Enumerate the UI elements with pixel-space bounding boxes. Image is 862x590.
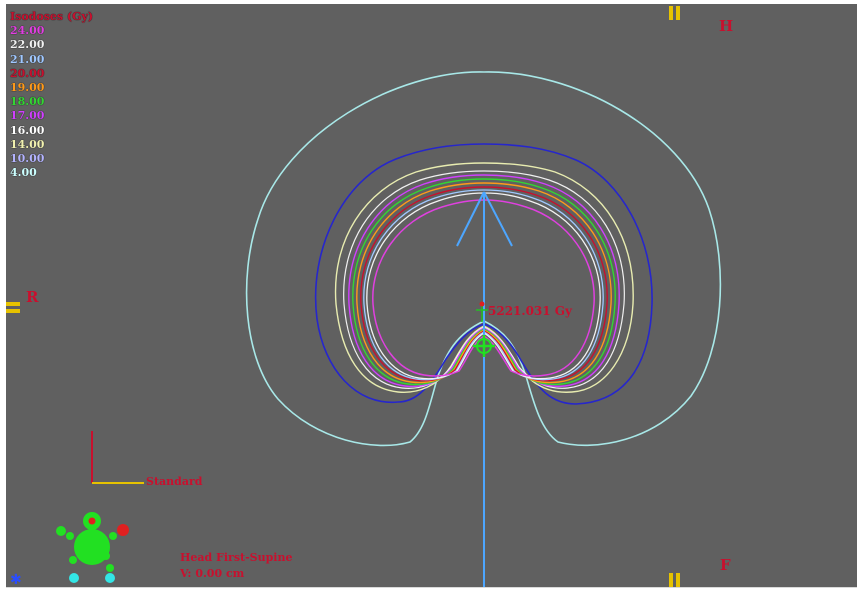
beam-arrow-left — [456, 191, 485, 247]
legend-item: 22.00 — [10, 38, 45, 52]
patient-mannequin-icon — [56, 512, 129, 583]
bottom-marker-icon — [669, 573, 680, 587]
legend-item: 10.00 — [10, 152, 45, 166]
isodose-legend: Isodoses (Gy) 24.00 22.00 21.00 20.00 19.00 1… — [10, 10, 93, 180]
isodose-line-14 — [334, 162, 634, 393]
left-marker-icon — [6, 302, 20, 313]
isodose-line-4 — [245, 71, 722, 447]
orientation-feet-label: F — [720, 556, 731, 574]
beam-arrow-right — [483, 191, 513, 247]
v-offset-label: V: 0.00 cm — [180, 567, 245, 580]
legend-item: 19.00 — [10, 81, 45, 95]
isocenter-crosshair-icon[interactable] — [473, 335, 495, 357]
axes-standard-label: Standard — [146, 475, 203, 488]
isodose-line-18 — [352, 178, 616, 386]
legend-item: 14.00 — [10, 137, 45, 151]
legend-item: 20.00 — [10, 66, 45, 80]
legend-item: 21.00 — [10, 52, 45, 66]
legend-item: 16.00 — [10, 123, 45, 137]
isodose-line-20 — [360, 186, 608, 382]
dose-point-label: 5221.031 Gy — [488, 304, 573, 318]
isodose-line-17 — [348, 174, 620, 388]
orientation-right-label: R — [26, 288, 39, 306]
blue-asterisk-icon: ✱ — [10, 572, 22, 587]
isodose-line-10 — [314, 143, 653, 405]
patient-position-label: Head First-Supine — [180, 551, 293, 564]
legend-item: 4.00 — [10, 166, 37, 180]
isodose-line-19 — [356, 182, 612, 384]
orientation-head-label: H — [719, 17, 734, 35]
legend-title: Isodoses (Gy) — [10, 10, 94, 23]
legend-item: 17.00 — [10, 109, 45, 123]
dose-point-dot[interactable] — [479, 301, 485, 307]
legend-item: 24.00 — [10, 24, 45, 38]
isodose-plot[interactable]: ✱ — [6, 4, 857, 587]
legend-item: 18.00 — [10, 95, 45, 109]
isodose-line-16 — [343, 170, 625, 389]
top-marker-icon — [669, 6, 680, 20]
isodose-line-21 — [363, 189, 604, 381]
dose-viewport[interactable]: ✱ Isodoses (Gy) 24.00 22.00 21.00 20.00 19.0… — [6, 4, 857, 588]
